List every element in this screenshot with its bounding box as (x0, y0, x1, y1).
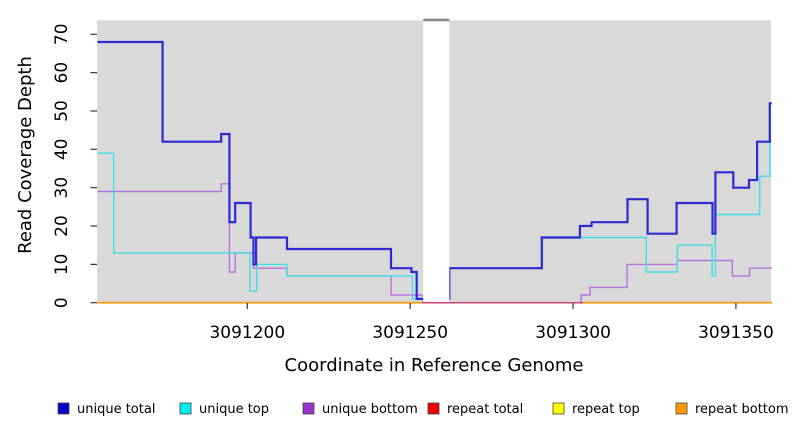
y-tick-label: 50 (52, 100, 72, 122)
x-tick-label: 3091250 (372, 323, 448, 343)
legend-label-unique-total: unique total (77, 402, 155, 417)
y-tick-label: 10 (52, 254, 72, 276)
legend-swatch-unique-bottom (302, 402, 315, 415)
y-axis-title: Read Coverage Depth (15, 56, 36, 254)
axes-layer: 3091200 3091250 3091300 3091350 0 10 20 30 40 50 6… (52, 23, 774, 343)
legend-label-unique-bottom: unique bottom (322, 402, 418, 417)
y-tick-label: 20 (52, 215, 72, 237)
x-axis-title: Coordinate in Reference Genome (285, 355, 584, 376)
y-tick-label: 0 (52, 297, 72, 308)
masked-region-cap (423, 18, 450, 22)
legend-swatch-unique-total (57, 402, 70, 415)
y-tick-label: 70 (52, 23, 72, 45)
y-tick-label: 60 (52, 62, 72, 84)
legend-swatch-repeat-bottom (675, 402, 688, 415)
legend-label-unique-top: unique top (199, 402, 269, 417)
x-tick-label: 3091300 (535, 323, 611, 343)
y-tick-label: 40 (52, 138, 72, 160)
legend-label-repeat-bottom: repeat bottom (695, 402, 789, 417)
x-tick-label: 3091350 (698, 323, 774, 343)
legend: unique total unique top unique bottom repea… (57, 402, 789, 417)
x-tick-label: 3091200 (209, 323, 285, 343)
masked-region (423, 21, 450, 302)
legend-swatch-unique-top (179, 402, 192, 415)
legend-label-repeat-total: repeat total (447, 402, 523, 417)
masked-region-layer (423, 18, 450, 302)
legend-label-repeat-top: repeat top (572, 402, 640, 417)
legend-swatch-repeat-top (552, 402, 565, 415)
legend-swatch-repeat-total (427, 402, 440, 415)
y-tick-label: 30 (52, 177, 72, 199)
series-unique-total (97, 40, 772, 300)
